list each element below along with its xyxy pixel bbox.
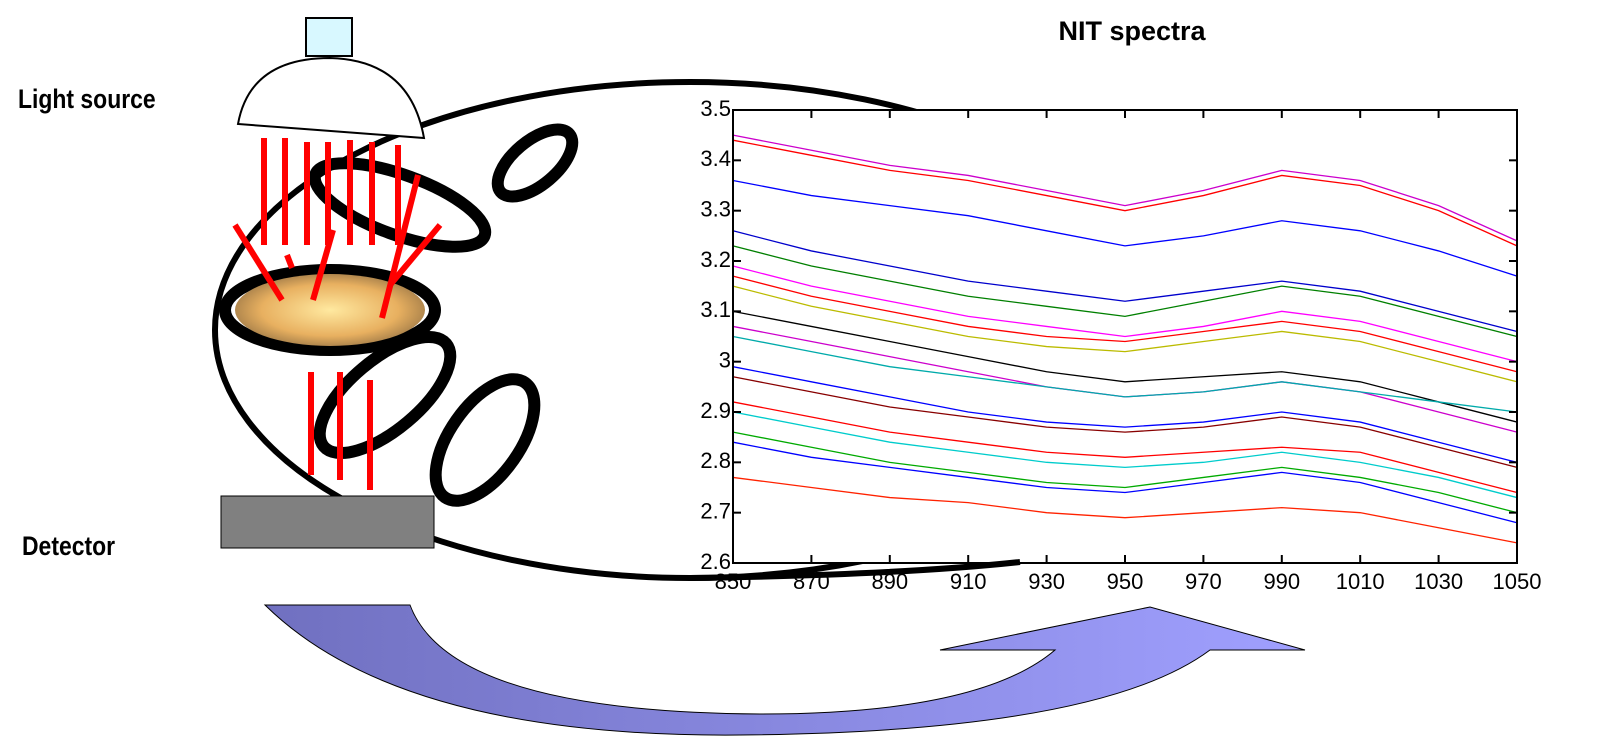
detector [220,495,435,549]
y-tick-label: 2.9 [700,398,731,423]
orbit-front [689,559,1021,581]
spectrum-line [732,366,1518,463]
spectrum-line [732,265,1518,363]
x-tick-label: 870 [793,569,830,594]
x-tick-label: 990 [1263,569,1300,594]
y-tick-label: 3.4 [700,146,731,171]
plot [732,134,1518,544]
x-tick-label: 950 [1107,569,1144,594]
grain [235,274,425,346]
spectrum-line [732,230,1518,333]
y-tick-label: 3.2 [700,247,731,272]
spectrum-line [732,134,1518,242]
light-source-label: Light source [18,84,156,114]
x-tick-label: 1050 [1493,569,1542,594]
y-tick-label: 2.6 [700,549,731,574]
spectrum-line [732,285,1518,383]
light-rays [232,138,443,490]
y-tick-label: 3.3 [700,196,731,221]
x-tick-label: 910 [950,569,987,594]
spectrum-line [732,335,1518,413]
spectrum-line [732,179,1518,277]
spectrum-line [732,310,1518,423]
y-tick-label: 2.7 [700,498,731,523]
x-tick-label: 850 [715,569,752,594]
spectrum-line [732,139,1518,247]
chart-title: NIT spectra [1058,16,1206,46]
detector-label: Detector [22,531,115,561]
flow-arrow [263,604,1306,736]
y-tick-label: 3.1 [700,297,731,322]
y-tick-label: 3 [719,347,731,372]
y-tick-label: 3.5 [700,96,731,121]
spectrum-line [732,401,1518,494]
spectrum-line [732,376,1518,468]
lamp-top [305,17,353,57]
spectrum-line [732,431,1518,514]
x-tick-label: 1010 [1336,569,1385,594]
x-tick-label: 970 [1185,569,1222,594]
spectrum-line [732,275,1518,373]
spectrum-line [732,411,1518,499]
x-tick-label: 890 [871,569,908,594]
spectrum-line [732,245,1518,338]
x-tick-label: 930 [1028,569,1065,594]
lamp-shade [236,56,426,140]
rings [219,123,579,507]
x-tick-label: 1030 [1414,569,1463,594]
spectrum-line [732,441,1518,524]
spectrum-line [732,476,1518,544]
y-tick-label: 2.8 [700,448,731,473]
